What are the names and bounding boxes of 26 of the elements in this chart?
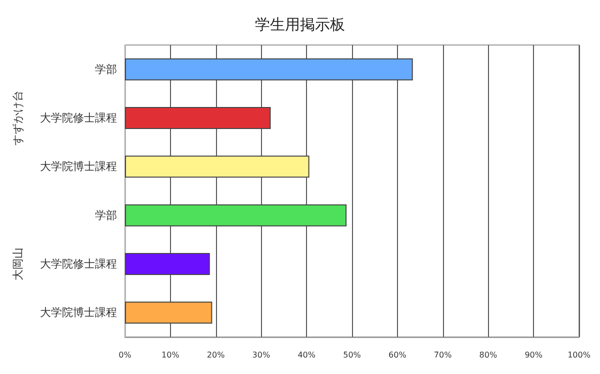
x-tick-label: 60%	[388, 350, 407, 360]
x-tick-label: 80%	[479, 350, 498, 360]
y-tick-label: 大学院博士課程	[40, 160, 117, 174]
bar	[125, 58, 413, 80]
text: すずかけ台	[12, 90, 24, 146]
x-tick-label: 40%	[298, 350, 316, 360]
bar	[125, 204, 347, 226]
bar	[125, 302, 212, 324]
x-tick-label: 0%	[118, 350, 132, 360]
bar	[125, 156, 310, 178]
y-tick-label: 学部	[95, 62, 117, 76]
x-tick-label: 10%	[162, 350, 180, 360]
y-tick-label: 学部	[95, 208, 117, 222]
x-tick-label: 50%	[343, 350, 362, 360]
text: 大岡山	[12, 248, 24, 280]
x-tick-label: 70%	[434, 350, 452, 360]
chart-title: 学生用掲示板	[255, 16, 345, 34]
x-tick-label: 30%	[252, 350, 270, 360]
x-tick-label: 20%	[206, 350, 226, 360]
bar	[125, 107, 271, 129]
x-tick-label: 100%	[568, 350, 591, 360]
bar	[125, 253, 210, 275]
x-tick-label: 90%	[524, 350, 543, 360]
y-tick-label: 大学院博士課程	[40, 306, 117, 320]
y-tick-label: 大学院修士課程	[40, 258, 117, 270]
y-tick-label: 大学院修士課程	[40, 112, 117, 124]
